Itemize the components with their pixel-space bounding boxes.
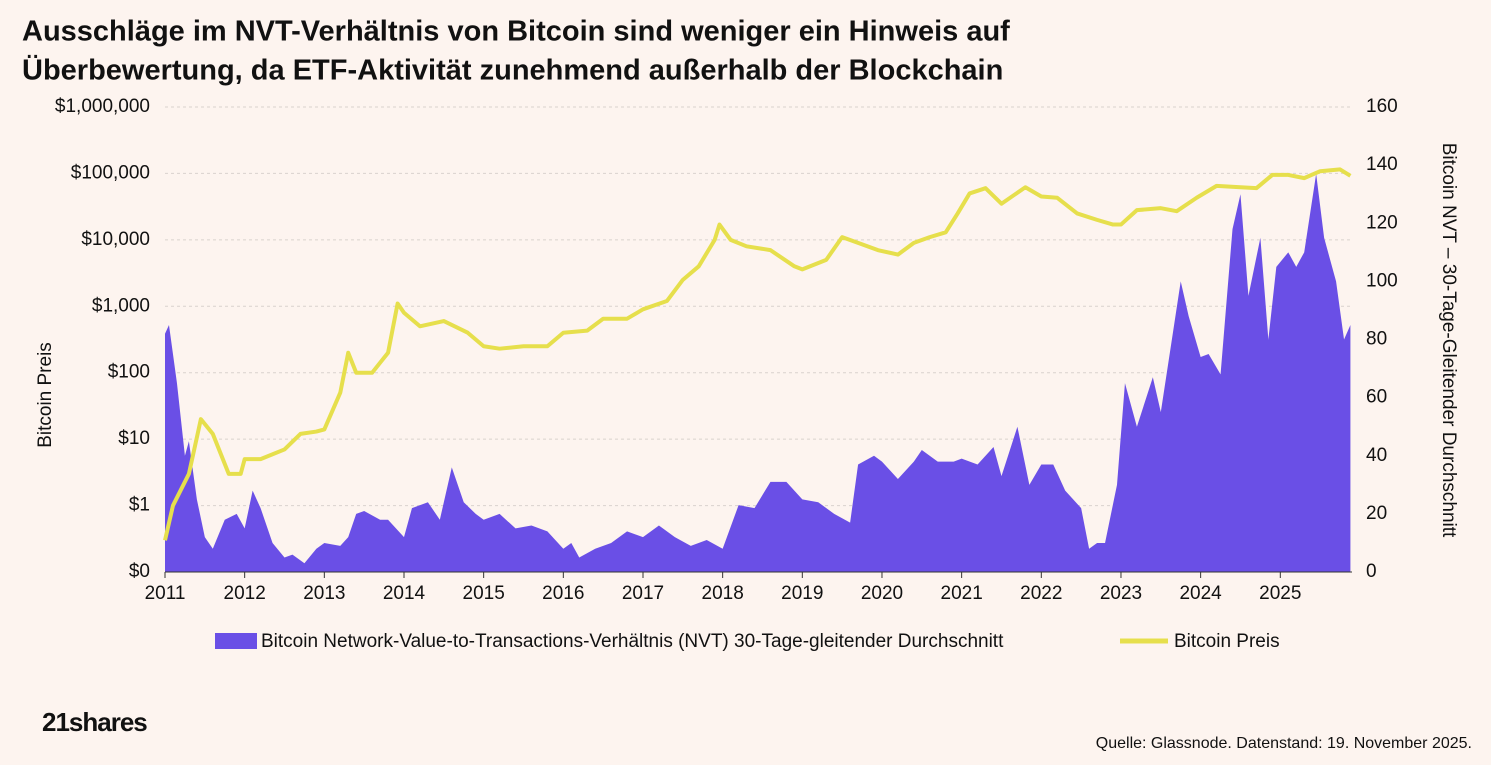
x-tick-label: 2021 bbox=[941, 583, 983, 604]
x-tick-label: 2020 bbox=[861, 583, 903, 604]
x-tick-label: 2011 bbox=[145, 583, 186, 604]
x-tick-label: 2024 bbox=[1179, 583, 1222, 604]
y2-tick-label: 120 bbox=[1366, 212, 1398, 233]
x-tick-label: 2015 bbox=[463, 583, 505, 604]
y-tick-label: $10 bbox=[118, 428, 150, 449]
y-tick-label: $100,000 bbox=[71, 162, 150, 183]
y-tick-label: $1 bbox=[129, 495, 150, 516]
x-tick-label: 2019 bbox=[781, 583, 823, 604]
y2-tick-label: 0 bbox=[1366, 561, 1377, 582]
price-line bbox=[163, 167, 1352, 541]
x-tick-label: 2018 bbox=[702, 583, 744, 604]
y2-tick-label: 40 bbox=[1366, 445, 1387, 466]
y2-axis-label: Bitcoin NVT – 30-Tage-Gleitender Durchsc… bbox=[1438, 143, 1459, 538]
chart-title: Überbewertung, da ETF-Aktivität zunehmen… bbox=[22, 54, 1003, 87]
x-tick-label: 2012 bbox=[224, 583, 266, 604]
source: Quelle: Glassnode. Datenstand: 19. Novem… bbox=[1096, 735, 1472, 752]
chart-title: Ausschläge im NVT-Verhältnis von Bitcoin… bbox=[22, 16, 1010, 48]
legend-label: Bitcoin Preis bbox=[1174, 631, 1280, 652]
x-tick-label: 2013 bbox=[303, 583, 345, 604]
y-tick-label: $1,000 bbox=[92, 295, 150, 316]
y2-tick-label: 100 bbox=[1366, 270, 1398, 291]
logo: 21shares bbox=[42, 707, 147, 737]
legend-swatch bbox=[215, 633, 257, 649]
x-tick-label: 2023 bbox=[1100, 583, 1142, 604]
legend-label: Bitcoin Network-Value-to-Transactions-Ve… bbox=[261, 631, 1004, 652]
y-axis-label: Bitcoin Preis bbox=[35, 342, 56, 448]
x-tick-label: 2017 bbox=[622, 583, 664, 604]
y2-tick-label: 160 bbox=[1366, 96, 1398, 117]
y-tick-label: $0 bbox=[129, 561, 150, 582]
x-tick-label: 2014 bbox=[383, 583, 426, 604]
y2-tick-label: 140 bbox=[1366, 154, 1398, 175]
y2-tick-label: 80 bbox=[1366, 329, 1387, 350]
y2-tick-label: 60 bbox=[1366, 387, 1387, 408]
y-tick-label: $10,000 bbox=[81, 229, 150, 250]
nvt-area bbox=[165, 173, 1351, 572]
y2-tick-label: 20 bbox=[1366, 503, 1387, 524]
y-tick-label: $1,000,000 bbox=[55, 96, 150, 117]
x-tick-label: 2016 bbox=[542, 583, 584, 604]
x-tick-label: 2025 bbox=[1259, 583, 1301, 604]
x-tick-label: 2022 bbox=[1020, 583, 1062, 604]
y-tick-label: $100 bbox=[108, 362, 150, 383]
